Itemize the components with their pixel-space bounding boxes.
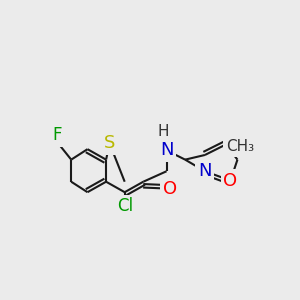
Text: N: N: [160, 141, 173, 159]
Text: O: O: [224, 172, 238, 190]
Text: Cl: Cl: [117, 197, 133, 215]
Text: CH₃: CH₃: [226, 139, 254, 154]
Text: H: H: [157, 124, 169, 139]
Text: O: O: [163, 180, 177, 198]
Text: S: S: [104, 134, 115, 152]
Text: F: F: [52, 126, 62, 144]
Text: N: N: [198, 162, 212, 180]
